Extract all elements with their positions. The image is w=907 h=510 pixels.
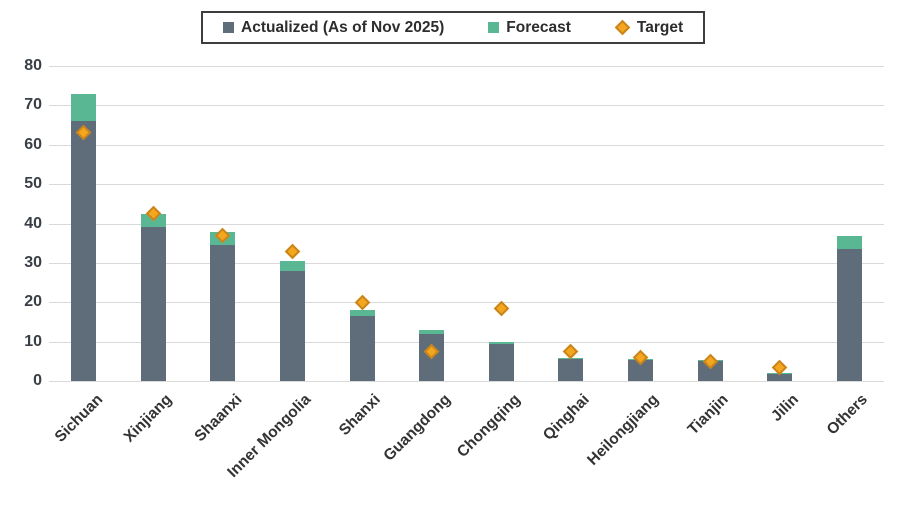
bar-segment-actualized — [767, 373, 793, 381]
plot-area — [49, 66, 884, 382]
bar-segment-actualized — [627, 360, 653, 381]
target-marker — [284, 243, 301, 259]
bar-segment-actualized — [349, 316, 375, 381]
bar-segment-forecast — [71, 93, 97, 122]
gridline — [49, 381, 884, 382]
gridline — [49, 144, 884, 146]
target-marker — [563, 343, 579, 360]
bar-segment-forecast — [836, 236, 862, 250]
x-tick-label: Sichuan — [51, 391, 106, 446]
gridline — [49, 302, 884, 304]
x-tick-label: Jilin — [767, 391, 802, 425]
bar-segment-forecast — [488, 341, 514, 345]
y-tick-label: 70 — [24, 96, 42, 114]
y-tick-label: 0 — [33, 372, 42, 389]
bar-segment-actualized — [210, 245, 236, 381]
y-tick-label: 60 — [24, 135, 42, 153]
x-tick-label: Guangdong — [380, 391, 454, 465]
gridline — [49, 184, 884, 186]
x-tick-label: Shaanxi — [190, 391, 245, 446]
legend-square-icon — [223, 22, 234, 33]
bar-segment-forecast — [280, 260, 306, 271]
bar-segment-actualized — [488, 344, 514, 381]
gridline — [49, 105, 884, 107]
x-tick-label: Qinghai — [540, 391, 593, 444]
y-tick-label: 50 — [24, 175, 42, 193]
bar-segment-actualized — [280, 270, 306, 381]
x-tick-label: Chongqing — [453, 391, 524, 461]
y-tick-label: 30 — [24, 253, 42, 271]
x-tick-label: Xinjiang — [120, 391, 176, 446]
legend-label: Actualized (As of Nov 2025) — [241, 18, 445, 36]
bar-segment-actualized — [836, 249, 862, 381]
x-tick-label: Others — [823, 391, 872, 439]
x-tick-label: Tianjin — [684, 391, 733, 439]
bar-segment-actualized — [71, 121, 97, 381]
y-tick-label: 40 — [24, 214, 42, 232]
legend-square-icon — [488, 22, 500, 33]
gridline — [49, 341, 884, 343]
bar-segment-actualized — [140, 227, 166, 381]
target-marker — [354, 294, 370, 311]
bar-segment-actualized — [558, 359, 584, 381]
gridline — [49, 223, 884, 225]
legend-item: Actualized (As of Nov 2025) — [223, 19, 444, 37]
gridline — [49, 262, 884, 264]
bar-segment-forecast — [349, 310, 375, 317]
bar-segment-forecast — [419, 329, 445, 334]
chart-legend: Actualized (As of Nov 2025) Forecast Targe… — [201, 11, 706, 44]
legend-diamond-icon — [614, 19, 631, 36]
legend-item: Forecast — [488, 19, 571, 37]
gridline — [49, 66, 884, 67]
y-tick-label: 10 — [24, 332, 42, 350]
x-tick-label: Shanxi — [336, 391, 385, 439]
y-tick-label: 20 — [24, 293, 42, 311]
bar-segment-actualized — [697, 361, 723, 381]
x-tick-label: Heilongjiang — [584, 391, 663, 469]
legend-item: Target — [614, 18, 684, 37]
legend-label: Forecast — [506, 18, 571, 36]
legend-label: Target — [636, 18, 684, 36]
y-tick-label: 80 — [24, 57, 42, 74]
